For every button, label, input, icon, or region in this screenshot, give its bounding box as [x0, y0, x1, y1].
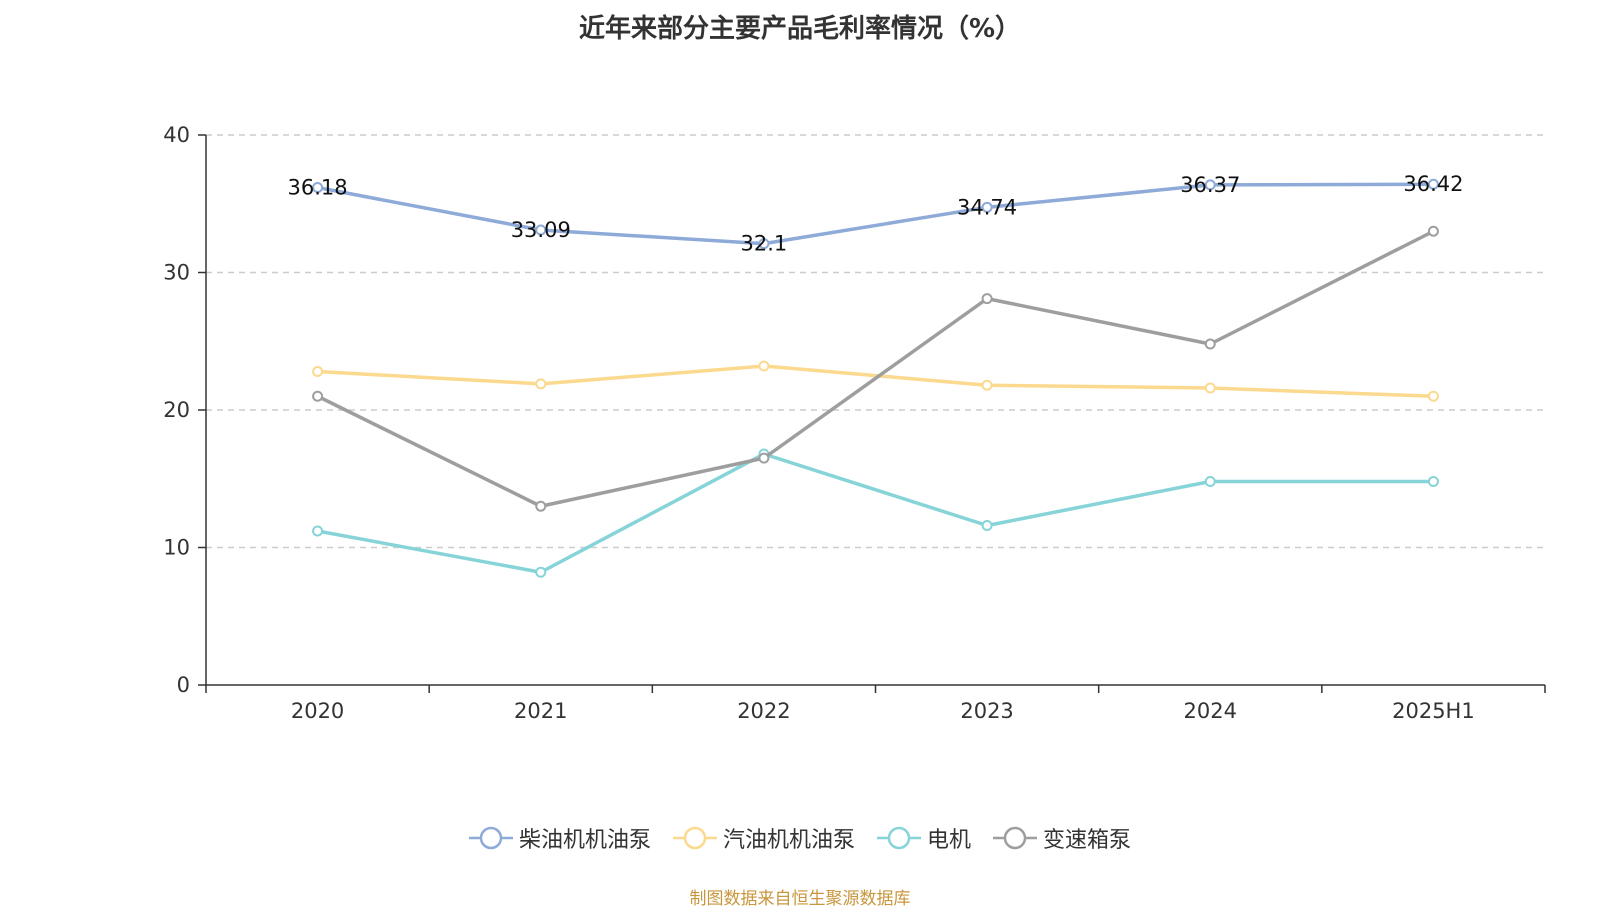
source-note: 制图数据来自恒生聚源数据库	[689, 889, 911, 909]
data-point	[1427, 390, 1439, 402]
data-point	[981, 379, 993, 391]
data-point	[981, 293, 993, 305]
data-label: 36.37	[1180, 173, 1240, 197]
data-label: 36.18	[288, 176, 348, 200]
x-tick-label: 2024	[1184, 699, 1237, 723]
data-point	[312, 525, 324, 537]
data-point	[1427, 225, 1439, 237]
legend-label: 变速箱泵	[1043, 828, 1132, 853]
legend-marker	[1003, 826, 1027, 850]
series-line	[316, 229, 1435, 508]
x-tick-label: 2021	[514, 699, 567, 723]
grid-lines	[206, 134, 1545, 549]
chart-title: 近年来部分主要产品毛利率情况（%）	[578, 14, 1022, 44]
legend-marker	[887, 826, 911, 850]
data-point	[1427, 476, 1439, 487]
legend-marker	[683, 826, 707, 850]
y-tick-label: 40	[163, 123, 190, 147]
data-point	[1204, 476, 1216, 487]
data-point	[758, 452, 770, 464]
legend-label: 柴油机机油泵	[518, 828, 651, 853]
data-point	[535, 224, 547, 236]
series-line	[317, 452, 1434, 574]
x-tick-label: 2025H1	[1392, 699, 1475, 723]
x-tick-label: 2023	[960, 699, 1013, 723]
data-point	[758, 360, 770, 372]
legend-item[interactable]: 柴油机机油泵	[468, 822, 651, 854]
data-label: 33.09	[511, 218, 571, 242]
series-line	[317, 182, 1434, 246]
legend-swatch-icon	[672, 826, 717, 850]
data-point	[758, 238, 770, 250]
data-point	[535, 566, 547, 578]
x-tick-label: 2020	[291, 699, 344, 723]
legend-swatch-icon	[468, 826, 513, 850]
data-labels: 36.18 33.09 32.1 34.74 36.37 36.42	[288, 172, 1464, 255]
legend-marker	[479, 826, 503, 850]
data-label: 32.1	[741, 232, 788, 256]
y-tick-label: 20	[163, 398, 190, 422]
x-tick-label: 2022	[737, 699, 790, 723]
legend-swatch-icon	[993, 826, 1038, 850]
data-point	[535, 378, 547, 390]
y-tick-label: 0	[177, 673, 190, 697]
legend: 柴油机机油泵 汽油机机油泵 电机 变速箱泵	[0, 822, 1600, 854]
data-point	[1427, 178, 1439, 190]
series-lines	[312, 178, 1439, 578]
axes: 0 10 20 30 40 2020 2021 2022 2023 2024 2025H1	[163, 123, 1546, 723]
data-point	[981, 520, 993, 531]
legend-label: 汽油机机油泵	[722, 828, 855, 853]
data-point	[312, 366, 324, 377]
y-tick-label: 30	[163, 261, 190, 285]
data-label: 34.74	[957, 195, 1017, 219]
legend-item[interactable]: 汽油机机油泵	[672, 822, 855, 854]
data-point	[535, 500, 547, 512]
legend-label: 电机	[927, 828, 972, 853]
legend-item[interactable]: 变速箱泵	[993, 822, 1131, 854]
y-tick-label: 10	[163, 536, 190, 560]
data-point	[312, 182, 324, 194]
data-point	[1204, 382, 1216, 394]
legend-item[interactable]: 电机	[877, 822, 971, 854]
data-point	[1204, 338, 1216, 350]
data-label: 36.42	[1403, 172, 1463, 196]
legend-swatch-icon	[877, 826, 921, 850]
data-point	[981, 201, 993, 213]
data-point	[1204, 179, 1216, 191]
series-line	[317, 364, 1434, 398]
data-point	[312, 390, 324, 402]
